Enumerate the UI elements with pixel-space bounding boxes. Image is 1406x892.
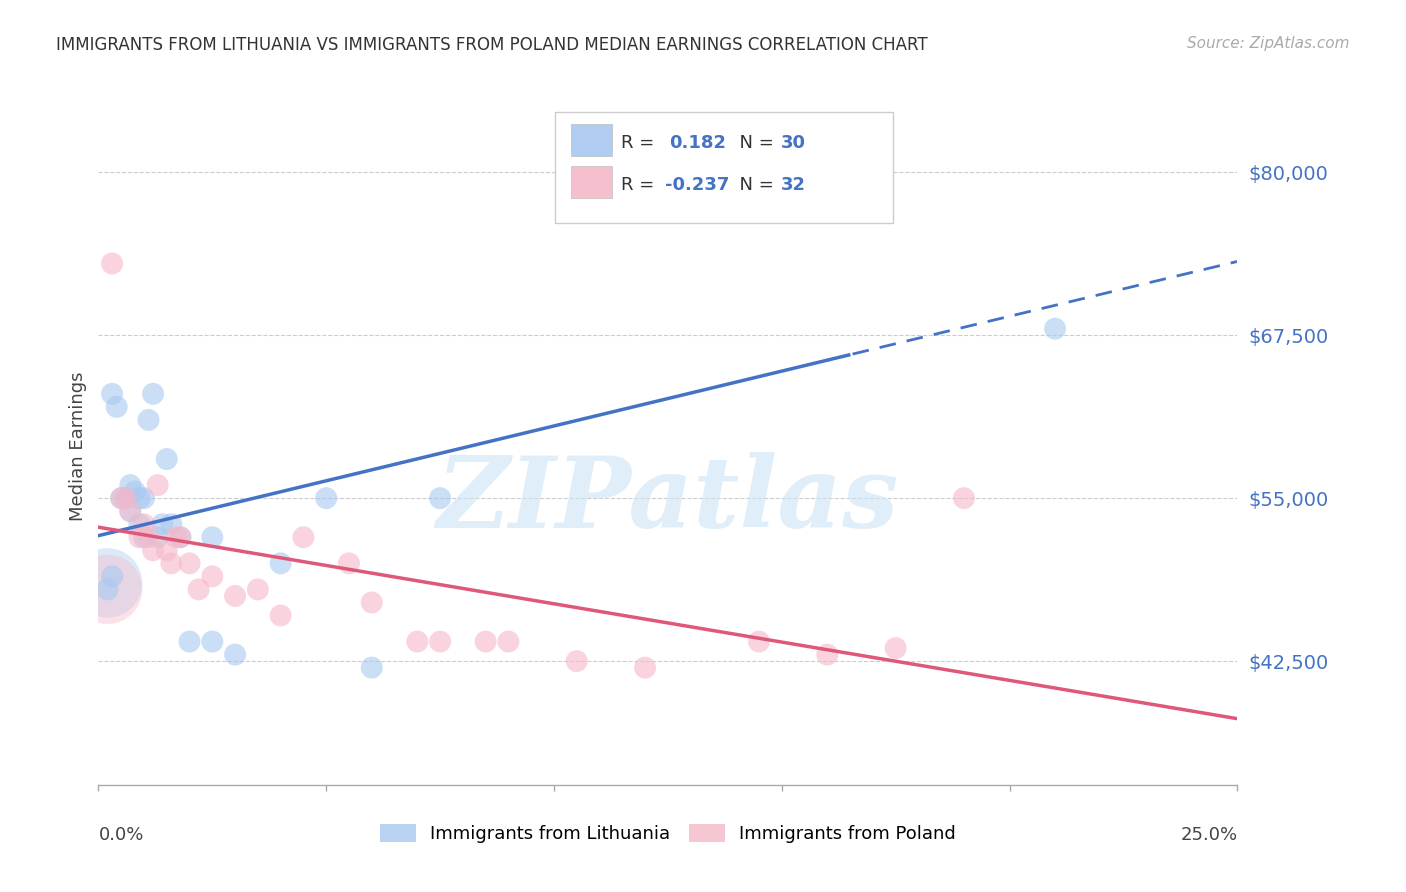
Point: [406, 634, 429, 648]
Point: [150, 517, 173, 532]
Point: [146, 478, 169, 492]
Point: [179, 557, 201, 571]
Point: [96, 582, 118, 597]
Point: [429, 634, 451, 648]
Text: 0.182: 0.182: [669, 134, 727, 152]
Point: [138, 530, 160, 544]
Point: [429, 491, 451, 505]
Text: 25.0%: 25.0%: [1180, 826, 1237, 844]
Point: [96, 575, 118, 590]
Point: [201, 634, 224, 648]
Point: [128, 517, 150, 532]
Point: [315, 491, 337, 505]
Text: N =: N =: [728, 176, 780, 194]
Y-axis label: Median Earnings: Median Earnings: [69, 371, 87, 521]
Point: [884, 641, 907, 656]
Text: 30: 30: [780, 134, 806, 152]
Text: 32: 32: [780, 176, 806, 194]
Point: [201, 569, 224, 583]
Text: 0.0%: 0.0%: [98, 826, 143, 844]
Point: [815, 165, 838, 179]
Point: [1043, 321, 1066, 335]
Point: [132, 517, 155, 532]
Point: [156, 543, 179, 558]
Point: [138, 413, 160, 427]
Point: [142, 387, 165, 401]
Point: [142, 543, 165, 558]
Point: [815, 648, 838, 662]
Point: [201, 530, 224, 544]
Point: [179, 634, 201, 648]
Point: [114, 491, 136, 505]
Point: [160, 517, 183, 532]
Text: Source: ZipAtlas.com: Source: ZipAtlas.com: [1187, 36, 1350, 51]
Point: [120, 504, 142, 518]
Text: ZIPatlas: ZIPatlas: [437, 452, 898, 549]
Point: [360, 660, 382, 674]
Point: [96, 582, 118, 597]
Point: [292, 530, 315, 544]
Point: [953, 491, 976, 505]
Point: [474, 634, 496, 648]
Text: IMMIGRANTS FROM LITHUANIA VS IMMIGRANTS FROM POLAND MEDIAN EARNINGS CORRELATION : IMMIGRANTS FROM LITHUANIA VS IMMIGRANTS …: [56, 36, 928, 54]
Point: [337, 557, 360, 571]
Point: [187, 582, 209, 597]
Point: [124, 484, 146, 499]
Point: [101, 387, 124, 401]
Point: [169, 530, 191, 544]
Point: [748, 634, 770, 648]
Point: [110, 491, 132, 505]
Point: [224, 589, 246, 603]
Point: [120, 504, 142, 518]
Point: [270, 557, 292, 571]
Point: [120, 478, 142, 492]
Point: [360, 595, 382, 609]
Point: [101, 256, 124, 270]
Point: [169, 530, 191, 544]
Text: -0.237: -0.237: [665, 176, 730, 194]
Text: R =: R =: [621, 176, 661, 194]
Text: N =: N =: [728, 134, 780, 152]
Point: [101, 569, 124, 583]
Text: R =: R =: [621, 134, 661, 152]
Point: [114, 491, 136, 505]
Point: [105, 400, 128, 414]
Point: [224, 648, 246, 662]
Point: [128, 491, 150, 505]
Point: [160, 557, 183, 571]
Point: [128, 530, 150, 544]
Point: [132, 530, 155, 544]
Point: [565, 654, 588, 668]
Point: [165, 530, 187, 544]
Point: [110, 491, 132, 505]
Point: [634, 660, 657, 674]
Legend: Immigrants from Lithuania, Immigrants from Poland: Immigrants from Lithuania, Immigrants fr…: [373, 817, 963, 850]
Point: [132, 491, 155, 505]
Point: [246, 582, 269, 597]
Point: [498, 634, 520, 648]
Point: [156, 452, 179, 467]
Point: [270, 608, 292, 623]
Point: [146, 530, 169, 544]
